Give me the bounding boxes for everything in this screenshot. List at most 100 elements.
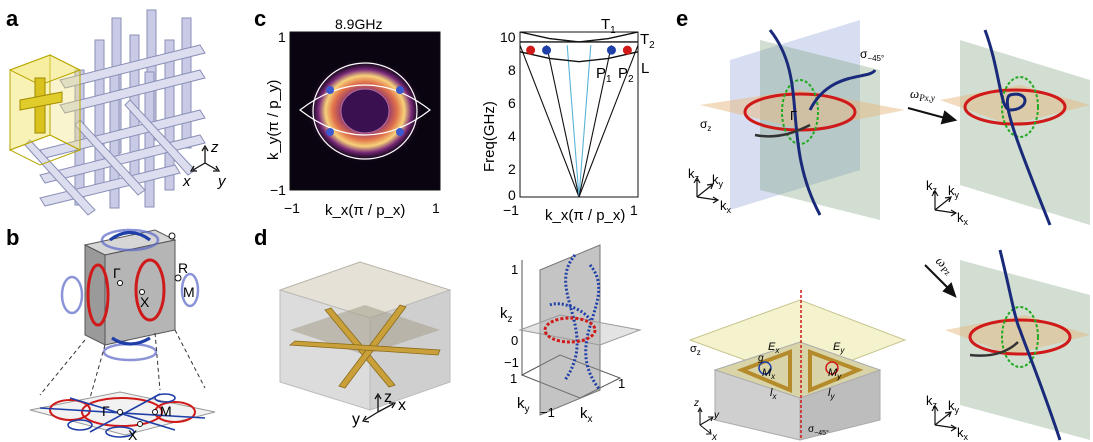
band-diagram xyxy=(519,31,639,198)
lx-label: lx xyxy=(770,387,777,401)
band-cone-line xyxy=(578,45,592,198)
proj-M: M xyxy=(160,403,172,419)
gamma-label-e: Γ xyxy=(790,108,797,123)
Ex-label: Ex xyxy=(768,341,780,355)
Mx-label: Mx xyxy=(762,367,776,381)
d-tick-m1b: −1 xyxy=(540,405,555,420)
panel-label-a: a xyxy=(6,6,19,31)
kz-label-d: kz xyxy=(500,305,513,325)
heatmap-xtick-min: −1 xyxy=(284,200,300,216)
band-cone-line xyxy=(566,45,580,198)
nodal-line-top-right xyxy=(940,29,1090,226)
point-R: R xyxy=(178,260,188,276)
axis-z-e: z xyxy=(693,398,699,409)
omega-pxy-label: ωPx,y xyxy=(910,86,935,103)
band-cone-line xyxy=(546,45,580,198)
heatmap-node xyxy=(326,128,334,136)
axis-y-d: y xyxy=(352,411,360,428)
point-M: M xyxy=(183,284,195,300)
band-label-L: L xyxy=(641,60,649,77)
band-xtick-min: −1 xyxy=(503,202,519,218)
band-point-mirror-P2 xyxy=(526,45,536,55)
proj-X: X xyxy=(128,427,138,442)
band-label-T2: T2 xyxy=(640,31,655,51)
heatmap-node xyxy=(326,86,334,94)
band-point-mirror-P1 xyxy=(542,45,552,55)
band-ytick-2: 2 xyxy=(508,161,516,177)
heatmap-node xyxy=(396,86,404,94)
heatmap-xtick-max: 1 xyxy=(432,200,440,216)
band-ytick-8: 8 xyxy=(508,62,516,78)
sigma45-label: σ−45° xyxy=(860,47,884,63)
nodal-chain-3d xyxy=(518,244,642,416)
Ey-label: Ey xyxy=(833,341,845,355)
axis-x-d: x xyxy=(398,397,406,414)
proj-Gamma: Γ xyxy=(102,403,110,419)
heatmap-ytick-min: −1 xyxy=(270,182,286,198)
band-cone-line xyxy=(519,45,580,198)
ky-label-e3: ky xyxy=(948,398,960,415)
band-xtick-max: 1 xyxy=(630,202,638,218)
point-X: X xyxy=(140,294,150,310)
nodal-line-top-left xyxy=(700,20,905,220)
point-Gamma: Γ xyxy=(113,265,121,281)
ky-label-d: ky xyxy=(517,395,530,415)
band-label-P1: P1 xyxy=(596,65,612,85)
axis-y-a: y xyxy=(217,173,227,190)
kx-label-d: kx xyxy=(580,405,593,425)
panel-label-b: b xyxy=(6,225,19,250)
panel-label-c: c xyxy=(254,6,266,31)
heatmap-ylabel: k_y(π / p_y) xyxy=(265,80,282,160)
band-series-T1 xyxy=(519,31,639,43)
kaxes-bottom-right xyxy=(931,404,958,432)
axes-triad-e xyxy=(697,406,714,435)
band-point-P1 xyxy=(606,45,616,55)
axes-triad-a xyxy=(189,144,221,172)
unit-cell-3d xyxy=(278,261,452,411)
My-label: My xyxy=(828,367,842,381)
arrow-omega-pz xyxy=(924,264,957,298)
nodal-line-bottom-right xyxy=(945,249,1090,441)
axis-z-a: z xyxy=(210,139,219,156)
band-ytick-6: 6 xyxy=(508,95,516,111)
d-tick-1: 1 xyxy=(511,262,518,277)
kx-label-e3: kx xyxy=(957,425,969,442)
arrow-omega-pxy xyxy=(907,107,958,125)
heatmap-title: 8.9GHz xyxy=(335,16,382,32)
heatmap-xlabel: k_x(π / p_x) xyxy=(325,202,405,219)
band-label-P2: P2 xyxy=(618,65,634,85)
kx-label-e2: kx xyxy=(957,210,969,227)
axes-triad-d xyxy=(361,392,397,423)
band-ytick-4: 4 xyxy=(508,128,516,144)
ky-label-e1: ky xyxy=(712,172,724,189)
band-ytick-10: 10 xyxy=(500,29,516,45)
band-xlabel: k_x(π / p_x) xyxy=(545,207,625,224)
band-ylabel: Freq(GHz) xyxy=(481,101,498,172)
band-cone-line xyxy=(578,45,612,198)
band-label-T1: T1 xyxy=(601,16,616,36)
d-tick-m1: −1 xyxy=(504,355,519,370)
d-tick-0: 0 xyxy=(511,333,518,348)
heatmap-node xyxy=(396,128,404,136)
d-tick-1c: 1 xyxy=(618,376,625,391)
band-series-L xyxy=(519,51,639,63)
projection-lines xyxy=(39,329,206,399)
kaxes-top-right xyxy=(931,189,958,217)
sigmaz-label-b: σz xyxy=(690,343,701,357)
sigma45-label-b: σ−45° xyxy=(808,424,829,437)
ky-label-e2: ky xyxy=(948,183,960,200)
band-cone-line xyxy=(578,45,639,198)
omega-pz-label: ωPz xyxy=(932,253,957,278)
lattice-3d xyxy=(8,9,206,216)
band-ytick-0: 0 xyxy=(508,187,516,203)
axis-z-d: z xyxy=(384,389,392,406)
metamaterial-cell xyxy=(688,290,907,441)
brillouin-cube xyxy=(60,228,200,362)
panel-label-e: e xyxy=(676,6,688,31)
axis-x-e: x xyxy=(711,432,718,442)
kz-label-e3: kz xyxy=(926,393,938,410)
sigmaz-label: σz xyxy=(700,117,711,133)
heatmap-ytick-max: 1 xyxy=(278,29,286,45)
kz-label-e2: kz xyxy=(926,178,938,195)
